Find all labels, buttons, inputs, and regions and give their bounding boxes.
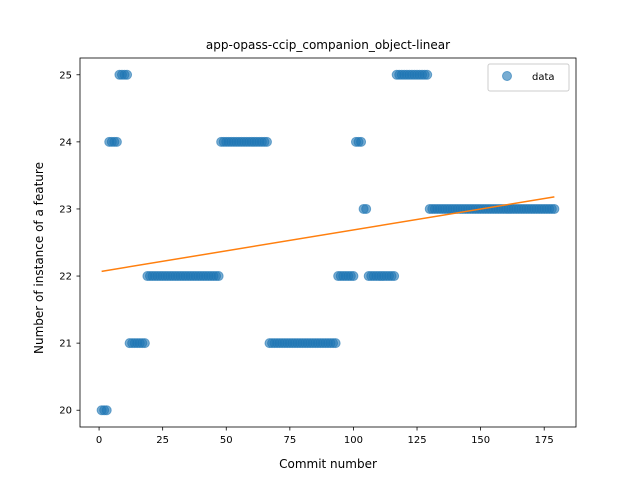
data-point	[261, 136, 272, 147]
fit-line	[101, 196, 555, 273]
chart-title: app-opass-ccip_companion_object-linear	[206, 38, 450, 52]
data-point	[389, 271, 400, 282]
data-point	[348, 271, 359, 282]
legend: data	[487, 63, 570, 92]
legend-marker-data	[502, 71, 512, 81]
x-axis-title: Commit number	[279, 457, 377, 471]
x-tick-label: 150	[471, 435, 490, 446]
x-tick-label: 100	[344, 435, 363, 446]
x-tick-label: 25	[156, 435, 169, 446]
data-point	[101, 405, 112, 416]
data-point	[122, 69, 133, 80]
y-axis-title: Number of instance of a feature	[32, 162, 46, 354]
legend-frame	[487, 63, 570, 92]
axes-frame	[79, 57, 577, 428]
x-tick-label: 0	[96, 435, 102, 446]
plot-area	[96, 69, 560, 416]
data-point	[549, 203, 560, 214]
data-point	[361, 203, 372, 214]
data-point	[139, 338, 150, 349]
x-tick-label: 50	[220, 435, 233, 446]
y-tick-label: 22	[59, 272, 72, 283]
data-point	[356, 136, 367, 147]
x-tick-label: 175	[535, 435, 554, 446]
x-tick-label: 125	[407, 435, 426, 446]
y-tick-label: 23	[59, 204, 72, 215]
y-tick-label: 20	[59, 406, 72, 417]
y-tick-label: 21	[59, 339, 72, 350]
data-point	[330, 338, 341, 349]
x-tick-label: 75	[283, 435, 296, 446]
legend-label-data: data	[532, 72, 555, 83]
data-point	[213, 271, 224, 282]
axes: 0 25 50 75 100 125 150 175 20 21 22 23 24 25	[59, 57, 577, 446]
y-tick-label: 25	[59, 70, 72, 81]
data-point	[111, 136, 122, 147]
y-tick-label: 24	[59, 137, 72, 148]
data-point	[422, 69, 433, 80]
